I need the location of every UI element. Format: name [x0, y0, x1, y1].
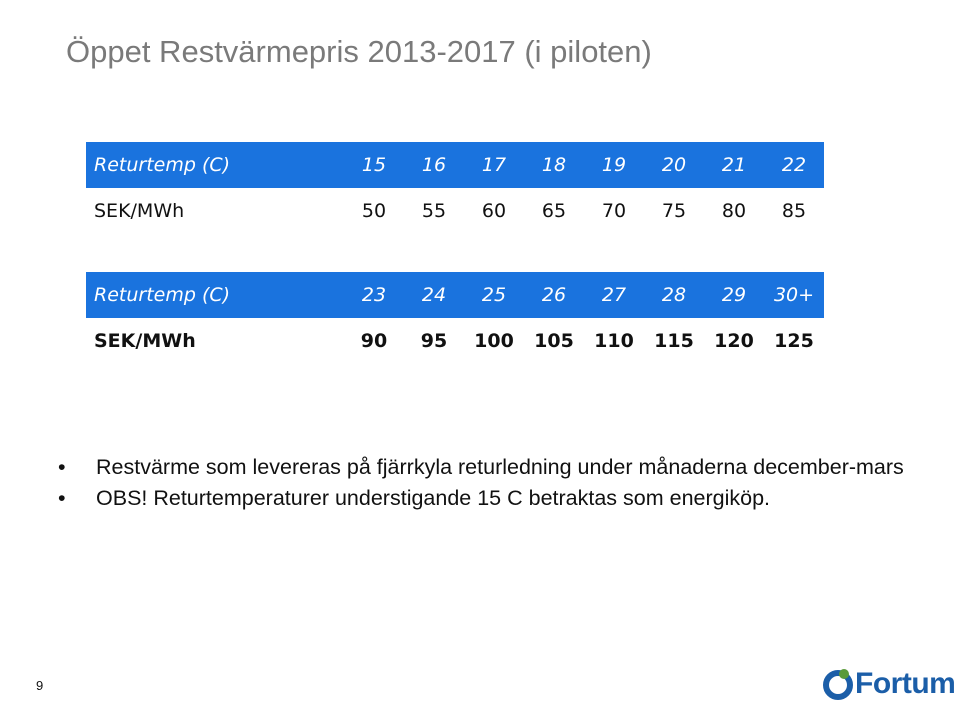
- table-cell: 100: [474, 330, 514, 352]
- table-cell: 24: [404, 272, 464, 318]
- table-cell: 95: [420, 330, 448, 352]
- table-cell: 70: [601, 200, 627, 222]
- price-table-1: Returtemp (C) 15 16 17 18 19 20 21 22 SE…: [86, 142, 824, 234]
- table-cell: 110: [594, 330, 634, 352]
- table-cell: 20: [644, 142, 704, 188]
- table-header-row: Returtemp (C) 23 24 25 26 27 28 29 30+: [86, 272, 824, 318]
- fortum-logo-icon: [823, 667, 853, 701]
- table-cell: 25: [464, 272, 524, 318]
- table-cell: 26: [524, 272, 584, 318]
- bullet-text: Restvärme som levereras på fjärrkyla ret…: [96, 455, 904, 479]
- page-number: 9: [36, 678, 44, 693]
- table-cell: 105: [534, 330, 574, 352]
- table-cell: 50: [361, 200, 387, 222]
- table-cell: 115: [654, 330, 694, 352]
- row-label: Returtemp (C): [86, 272, 344, 318]
- table-cell: 125: [774, 330, 814, 352]
- table-cell: 85: [781, 200, 807, 222]
- bullet-item: • OBS! Returtemperaturer understigande 1…: [58, 483, 918, 513]
- bullet-text: OBS! Returtemperaturer understigande 15 …: [96, 486, 771, 511]
- row-label: Returtemp (C): [86, 142, 344, 188]
- fortum-logo: Fortum: [823, 664, 956, 704]
- table-cell: 22: [764, 142, 824, 188]
- slide-title: Öppet Restvärmepris 2013-2017 (i piloten…: [66, 34, 652, 69]
- table-cell: 23: [344, 272, 404, 318]
- bullet-list: • Restvärme som levereras på fjärrkyla r…: [58, 452, 918, 514]
- bullet-dot-icon: •: [58, 455, 66, 479]
- table-cell: 80: [721, 200, 747, 222]
- table-cell: 30+: [764, 272, 824, 318]
- table-row: SEK/MWh 50 55 60 65 70 75 80 85: [86, 188, 824, 234]
- bullet-dot-icon: •: [58, 486, 66, 511]
- row-label: SEK/MWh: [94, 330, 196, 352]
- table-cell: 15: [344, 142, 404, 188]
- table-cell: 21: [704, 142, 764, 188]
- table-cell: 55: [421, 200, 447, 222]
- table-cell: 29: [704, 272, 764, 318]
- table-cell: 19: [584, 142, 644, 188]
- table-cell: 75: [661, 200, 687, 222]
- table-cell: 17: [464, 142, 524, 188]
- table-row: SEK/MWh 90 95 100 105 110 115 120 125: [86, 318, 824, 364]
- table-cell: 120: [714, 330, 754, 352]
- row-label: SEK/MWh: [94, 200, 185, 222]
- table-cell: 28: [644, 272, 704, 318]
- table-cell: 60: [481, 200, 507, 222]
- table-cell: 18: [524, 142, 584, 188]
- table-cell: 65: [541, 200, 567, 222]
- logo-wordmark: Fortum: [855, 667, 956, 700]
- table-cell: 16: [404, 142, 464, 188]
- table-cell: 90: [360, 330, 388, 352]
- bullet-item: • Restvärme som levereras på fjärrkyla r…: [58, 452, 918, 482]
- table-cell: 27: [584, 272, 644, 318]
- table-header-row: Returtemp (C) 15 16 17 18 19 20 21 22: [86, 142, 824, 188]
- price-table-2: Returtemp (C) 23 24 25 26 27 28 29 30+ S…: [86, 272, 824, 364]
